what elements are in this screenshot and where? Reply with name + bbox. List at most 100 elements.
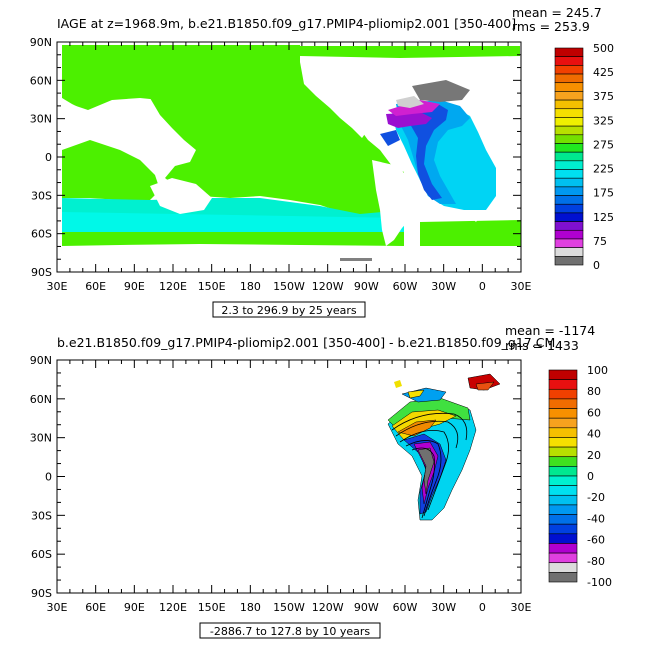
panel-2-baffin-yellow bbox=[394, 380, 402, 388]
panel-1-southern-green-band bbox=[62, 232, 404, 246]
lon-tick-label: 30E bbox=[47, 601, 68, 614]
lat-tick-label: 30N bbox=[30, 432, 52, 445]
colorbar-label: -80 bbox=[587, 555, 605, 568]
panel-1-southern-green-band-east bbox=[420, 220, 521, 246]
panel-1-map bbox=[56, 41, 522, 273]
lon-tick-label: 150E bbox=[198, 280, 226, 293]
colorbar-label: 425 bbox=[593, 66, 614, 79]
lat-tick-label: 0 bbox=[45, 471, 52, 484]
panel-2-mean: mean = -1174 bbox=[505, 323, 595, 338]
colorbar-swatch bbox=[548, 466, 578, 477]
lon-tick-label: 60E bbox=[85, 601, 106, 614]
lat-tick-label: 90N bbox=[30, 354, 52, 367]
lon-tick-label: 90E bbox=[124, 601, 145, 614]
lon-tick-label: 0 bbox=[479, 601, 486, 614]
lon-tick-label: 90E bbox=[124, 280, 145, 293]
colorbar-swatch bbox=[554, 238, 584, 248]
lon-tick-label: 120E bbox=[159, 601, 187, 614]
lon-tick-label: 180 bbox=[240, 601, 261, 614]
lat-tick-label: 30S bbox=[31, 509, 52, 522]
panel-1-caribbean-blue bbox=[380, 130, 400, 146]
colorbar-label: 500 bbox=[593, 42, 614, 55]
colorbar-label: -100 bbox=[587, 576, 612, 589]
colorbar-swatch bbox=[554, 91, 584, 101]
colorbar-swatch bbox=[554, 125, 584, 136]
panel-2-colorbar: 100 80 60 40 20 0 -20 -40 -60 -80 -100 bbox=[548, 364, 612, 589]
colorbar-swatch bbox=[548, 504, 578, 515]
panel-2-labrador-yellow bbox=[407, 389, 425, 399]
lon-tick-label: 60W bbox=[393, 601, 418, 614]
colorbar-swatch bbox=[548, 388, 578, 400]
colorbar-swatch bbox=[554, 108, 584, 118]
colorbar-swatch bbox=[554, 212, 584, 222]
panel-2-anomaly-gray bbox=[417, 447, 435, 495]
colorbar-label: -60 bbox=[587, 534, 605, 547]
lon-tick-label: 30W bbox=[431, 280, 456, 293]
panel-2-title: b.e21.B1850.f09_g17.PMIP4-pliomip2.001 [… bbox=[57, 335, 555, 350]
colorbar-swatch bbox=[554, 221, 584, 231]
panel-1-arctic-lightgray bbox=[396, 96, 424, 108]
colorbar-swatch bbox=[548, 437, 578, 448]
colorbar-label: 80 bbox=[587, 385, 601, 398]
colorbar-swatch bbox=[548, 417, 578, 429]
colorbar-swatch bbox=[554, 203, 584, 214]
panel-1-antarctic-gray-speck bbox=[340, 258, 372, 261]
lon-tick-label: 90W bbox=[354, 601, 379, 614]
lon-tick-label: 30E bbox=[511, 280, 532, 293]
colorbar-label: 275 bbox=[593, 138, 614, 151]
colorbar-label: 100 bbox=[587, 364, 608, 377]
panel-1-labrador-magenta bbox=[388, 100, 440, 116]
colorbar-swatch bbox=[554, 117, 584, 127]
panel-1-colorbar: 500 425 375 325 275 225 175 125 75 0 bbox=[554, 42, 614, 272]
panel-2-nordic-orange bbox=[475, 381, 495, 391]
lon-tick-label: 0 bbox=[479, 280, 486, 293]
lat-tick-label: 90S bbox=[31, 587, 52, 600]
panel-1-atlantic-blue bbox=[400, 104, 448, 200]
panel-1-rms: rms = 253.9 bbox=[512, 19, 590, 34]
panel-1-northamerica-land bbox=[300, 62, 390, 138]
panel-1-nordic-gray bbox=[412, 80, 470, 102]
lon-tick-label: 30E bbox=[511, 601, 532, 614]
panel-2-lat-axis: 90N 60N 30N 0 30S 60S 90S bbox=[30, 354, 521, 600]
colorbar-label: -40 bbox=[587, 512, 605, 525]
colorbar-label: 225 bbox=[593, 163, 614, 176]
colorbar-label: 0 bbox=[587, 470, 594, 483]
panel-2: b.e21.B1850.f09_g17.PMIP4-pliomip2.001 [… bbox=[30, 323, 612, 639]
colorbar-swatch bbox=[548, 533, 578, 544]
colorbar-swatch bbox=[554, 82, 584, 92]
lat-tick-label: 30N bbox=[30, 113, 52, 126]
colorbar-label: 375 bbox=[593, 90, 614, 103]
panel-1-atlantic-purple bbox=[386, 112, 432, 128]
panel-2-contours bbox=[391, 413, 468, 519]
colorbar-swatch bbox=[548, 398, 578, 409]
panel-1-europe-land bbox=[460, 72, 521, 132]
lon-tick-label: 30W bbox=[431, 601, 456, 614]
colorbar-label: -20 bbox=[587, 491, 605, 504]
colorbar-label: 20 bbox=[587, 449, 601, 462]
lon-tick-label: 120W bbox=[312, 601, 344, 614]
colorbar-swatch bbox=[554, 65, 584, 75]
lat-tick-label: 30S bbox=[31, 189, 52, 202]
panel-2-nordic-red bbox=[467, 373, 501, 391]
lon-tick-label: 60E bbox=[85, 280, 106, 293]
colorbar-swatch bbox=[548, 514, 578, 525]
colorbar-swatch bbox=[548, 446, 578, 458]
colorbar-swatch bbox=[554, 56, 584, 66]
colorbar-swatch bbox=[548, 379, 578, 390]
colorbar-swatch bbox=[554, 47, 584, 57]
lon-tick-label: 120E bbox=[159, 280, 187, 293]
colorbar-swatch bbox=[554, 186, 584, 196]
colorbar-swatch bbox=[554, 195, 584, 205]
lon-tick-label: 150W bbox=[273, 601, 305, 614]
lon-tick-label: 120W bbox=[312, 280, 344, 293]
colorbar-swatch bbox=[554, 177, 584, 188]
panel-1-indian-green bbox=[62, 140, 160, 200]
colorbar-swatch bbox=[548, 552, 578, 564]
lat-tick-label: 60S bbox=[31, 228, 52, 241]
colorbar-swatch bbox=[548, 475, 578, 486]
lat-tick-label: 60S bbox=[31, 548, 52, 561]
colorbar-swatch bbox=[554, 151, 584, 162]
lon-tick-label: 90W bbox=[354, 280, 379, 293]
panel-1-title: IAGE at z=1968.9m, b.e21.B1850.f09_g17.P… bbox=[57, 16, 516, 31]
colorbar-swatch bbox=[554, 229, 584, 240]
